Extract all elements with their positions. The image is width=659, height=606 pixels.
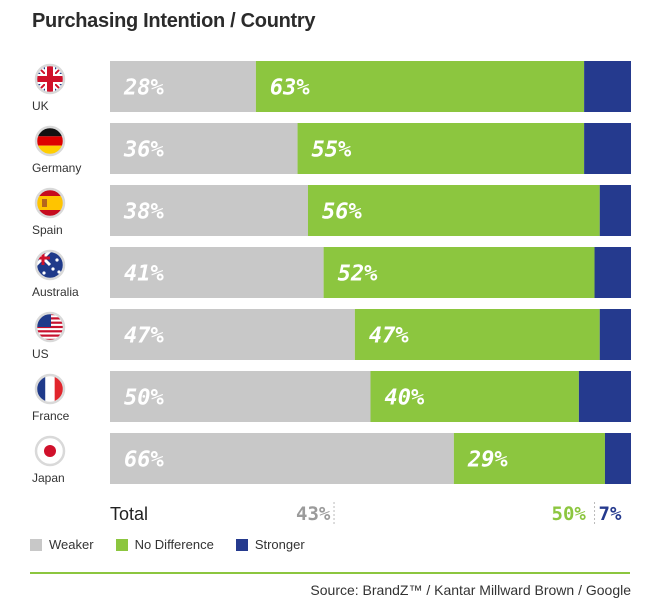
source-note: Source: BrandZ™ / Kantar Millward Brown … — [310, 582, 631, 598]
data-label-weaker: 50% — [124, 386, 164, 411]
bar-segment-no-difference — [307, 185, 600, 236]
bar-segment-no-difference — [297, 123, 585, 174]
total-label: Total — [110, 504, 148, 524]
data-label-no-difference: 52% — [338, 262, 378, 287]
bar-segment-weaker — [110, 185, 308, 236]
legend-item-weaker: Weaker — [30, 537, 94, 552]
data-label-weaker: 41% — [124, 262, 164, 287]
japan-flag-icon — [34, 435, 66, 467]
bar-segment-no-difference — [323, 247, 595, 298]
category-label: Spain — [32, 223, 63, 237]
legend-item-no-difference: No Difference — [115, 537, 214, 552]
category-label: Germany — [32, 161, 81, 175]
bar-segment-stronger — [578, 371, 631, 422]
germany-flag-icon — [34, 125, 66, 157]
category-label: France — [32, 409, 70, 423]
stacked-bar-chart: UK 28% 63% Germany 36% 55% Spain 38% 56% Australi… — [32, 61, 631, 525]
data-label-no-difference: 47% — [369, 324, 409, 349]
legend-swatch-stronger — [235, 538, 248, 551]
us-flag-icon — [34, 311, 66, 343]
bar-segment-stronger — [584, 123, 631, 174]
legend-label-weaker: Weaker — [49, 537, 94, 552]
category-label: Australia — [32, 285, 79, 299]
bar-segment-no-difference — [453, 433, 605, 484]
bar-segment-weaker — [110, 433, 454, 484]
bar-row-australia: Australia 41% 52% — [32, 247, 631, 299]
data-label-weaker: 28% — [123, 76, 164, 101]
bar-segment-no-difference — [354, 309, 600, 360]
data-label-weaker: 47% — [124, 324, 164, 349]
bar-row-japan: Japan 66% 29% — [32, 433, 631, 485]
data-label-no-difference: 40% — [385, 386, 425, 411]
bar-segment-weaker — [110, 247, 324, 298]
legend-label-stronger: Stronger — [254, 537, 305, 552]
bar-segment-weaker — [110, 371, 371, 422]
bar-segment-weaker — [110, 61, 256, 112]
category-label: Japan — [32, 471, 65, 485]
legend: Weaker No Difference Stronger — [30, 537, 327, 552]
chart-title: Purchasing Intention / Country — [32, 10, 316, 32]
divider — [30, 572, 630, 574]
data-label-no-difference: 63% — [270, 76, 310, 101]
bar-row-france: France 50% 40% — [32, 371, 631, 423]
bar-segment-stronger — [604, 433, 631, 484]
bar-segment-weaker — [110, 123, 298, 174]
spain-flag-icon — [34, 187, 66, 219]
total-value-no-difference: 50% — [552, 503, 587, 525]
bar-segment-stronger — [594, 247, 631, 298]
bar-segment-no-difference — [255, 61, 585, 112]
bar-segment-stronger — [599, 185, 631, 236]
category-label: UK — [32, 99, 49, 113]
data-label-weaker: 36% — [123, 138, 164, 163]
total-value-weaker: 43% — [296, 503, 331, 525]
data-label-no-difference: 56% — [322, 200, 362, 225]
legend-swatch-no-difference — [115, 538, 128, 551]
uk-flag-icon — [34, 63, 66, 95]
legend-label-no-difference: No Difference — [134, 537, 214, 552]
bar-segment-weaker — [110, 309, 355, 360]
legend-swatch-weaker — [30, 538, 42, 551]
bar-row-germany: Germany 36% 55% — [32, 123, 631, 175]
australia-flag-icon — [34, 249, 66, 281]
data-label-no-difference: 55% — [312, 138, 352, 163]
bar-segment-no-difference — [370, 371, 579, 422]
bar-segment-stronger — [584, 61, 631, 112]
bar-segment-stronger — [599, 309, 631, 360]
legend-item-stronger: Stronger — [235, 537, 305, 552]
total-value-stronger: 7% — [599, 503, 622, 525]
data-label-weaker: 66% — [124, 448, 164, 473]
data-label-weaker: 38% — [123, 200, 164, 225]
data-label-no-difference: 29% — [467, 448, 508, 473]
total-row: Total 43% 50% 7% — [110, 502, 622, 525]
category-label: US — [32, 347, 49, 361]
bar-row-us: US 47% 47% — [32, 309, 631, 361]
france-flag-icon — [34, 373, 66, 405]
bar-row-spain: Spain 38% 56% — [32, 185, 631, 237]
bar-row-uk: UK 28% 63% — [32, 61, 631, 113]
